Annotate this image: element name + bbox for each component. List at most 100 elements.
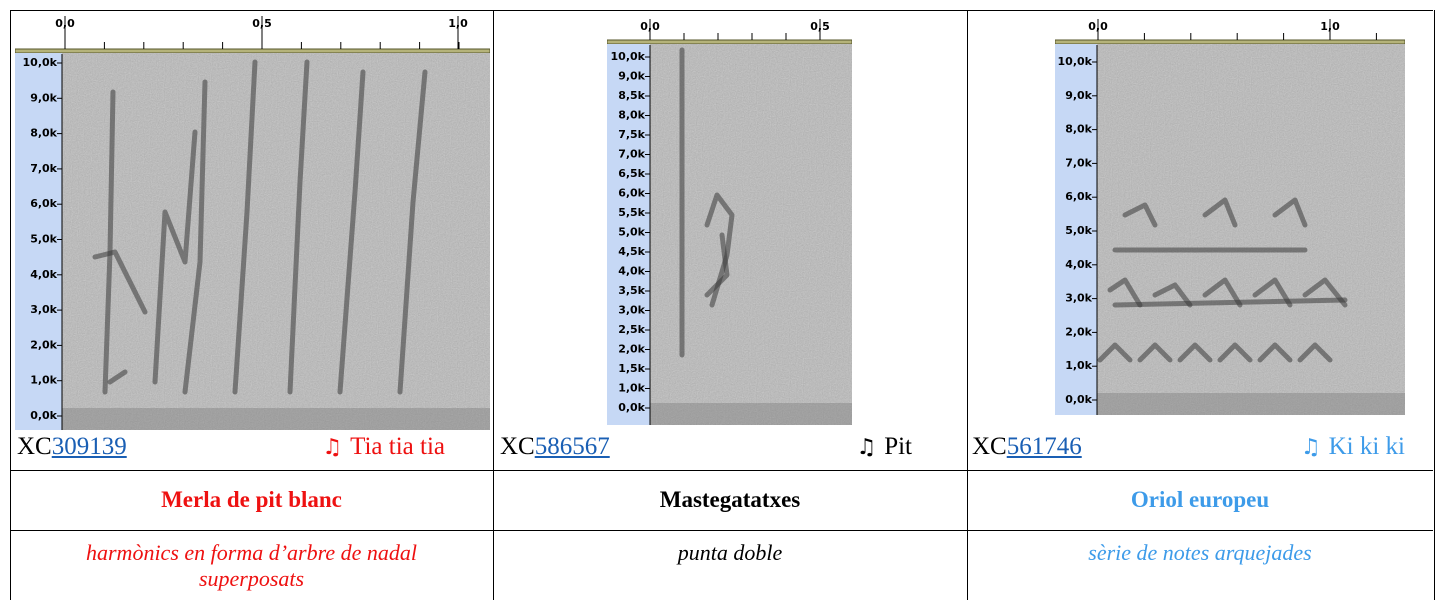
recording-id: XC309139 bbox=[17, 433, 127, 461]
freq-tick-label: 6,0k bbox=[618, 187, 645, 200]
freq-tick-label: 4,0k bbox=[618, 265, 645, 278]
sound-trace bbox=[1272, 197, 1308, 228]
freq-tick-label: 5,0k bbox=[1065, 224, 1092, 237]
freq-tick-label: 3,0k bbox=[618, 304, 645, 317]
sound-trace bbox=[1257, 342, 1293, 363]
name-cell bbox=[967, 470, 1433, 530]
freq-tick-label: 8,0k bbox=[1065, 123, 1092, 136]
ruler-line bbox=[607, 39, 852, 45]
song-text: Ki ki ki bbox=[1328, 433, 1405, 460]
freq-tick-label: 4,0k bbox=[1065, 258, 1092, 271]
freq-tick-label: 0,0k bbox=[30, 409, 57, 422]
song-label: ♫ Ki ki ki bbox=[1301, 433, 1405, 461]
time-tick-label: 1,0 bbox=[448, 17, 468, 30]
freq-tick-label: 6,5k bbox=[618, 167, 645, 180]
xc-prefix: XC bbox=[972, 433, 1007, 460]
sound-trace bbox=[1297, 342, 1333, 363]
freq-tick-label: 1,0k bbox=[30, 374, 57, 387]
freq-tick-label: 9,0k bbox=[618, 70, 645, 83]
recording-id: XC561746 bbox=[972, 433, 1082, 461]
xc-link[interactable]: 561746 bbox=[1006, 433, 1082, 460]
freq-axis bbox=[15, 53, 62, 430]
sound-trace bbox=[337, 69, 366, 395]
sound-trace bbox=[1202, 277, 1243, 308]
xc-link[interactable]: 586567 bbox=[534, 433, 610, 460]
note-icon: ♫ bbox=[856, 435, 877, 460]
freq-tick-label: 5,0k bbox=[618, 226, 645, 239]
sound-trace bbox=[1137, 342, 1173, 363]
freq-tick-label: 0,0k bbox=[1065, 393, 1092, 406]
recording-id: XC586567 bbox=[500, 433, 610, 461]
freq-tick-label: 6,0k bbox=[1065, 190, 1092, 203]
spectrogram: 0,0 0,5 1,0 10,0k 9,0k 8,0k 7,0k 6,0k 5,0k 4,0k 3,… bbox=[15, 12, 490, 430]
sound-trace bbox=[1177, 342, 1213, 363]
freq-tick-label: 7,5k bbox=[618, 128, 645, 141]
song-label: ♫ Pit bbox=[856, 433, 912, 461]
sound-trace bbox=[1112, 297, 1348, 308]
freq-tick-label: 3,5k bbox=[618, 284, 645, 297]
song-text: Pit bbox=[884, 433, 912, 460]
image-cell bbox=[10, 10, 493, 470]
sound-trace bbox=[152, 129, 198, 385]
time-tick-label: 0,5 bbox=[252, 17, 272, 30]
description: sèrie de notes arquejades bbox=[1088, 540, 1312, 565]
freq-tick-label: 8,5k bbox=[618, 89, 645, 102]
note-icon: ♫ bbox=[322, 435, 343, 460]
sound-trace bbox=[704, 232, 730, 298]
sound-trace bbox=[182, 79, 208, 395]
species-name: Mastegatatxes bbox=[659, 487, 801, 512]
spectrum-floor bbox=[62, 408, 490, 430]
sound-trace bbox=[1097, 342, 1133, 363]
sound-trace bbox=[1217, 342, 1253, 363]
sound-trace bbox=[287, 59, 310, 395]
sound-trace bbox=[1152, 282, 1193, 308]
sound-trace bbox=[397, 69, 428, 395]
sound-trace bbox=[1252, 277, 1293, 308]
freq-tick-label: 10,0k bbox=[1058, 55, 1093, 68]
image-cell bbox=[967, 10, 1433, 470]
time-tick-label: 0,0 bbox=[1088, 20, 1108, 33]
sound-trace bbox=[704, 192, 735, 308]
sound-trace bbox=[1122, 202, 1158, 228]
sound-trace bbox=[1202, 197, 1238, 228]
freq-tick-label: 9,0k bbox=[30, 91, 57, 104]
description-cell bbox=[493, 530, 967, 600]
freq-tick-label: 9,0k bbox=[1065, 89, 1092, 102]
species-name: Merla de pit blanc bbox=[161, 487, 342, 512]
song-label: ♫ Tia tia tia bbox=[322, 433, 445, 461]
sound-trace bbox=[92, 249, 148, 315]
sound-trace bbox=[107, 369, 128, 385]
description-cell bbox=[10, 530, 493, 600]
freq-tick-label: 5,5k bbox=[618, 206, 645, 219]
freq-axis bbox=[1055, 44, 1097, 415]
freq-tick-label: 2,0k bbox=[618, 343, 645, 356]
freq-tick-label: 7,0k bbox=[1065, 156, 1092, 169]
description: punta doble bbox=[677, 540, 783, 565]
description-cell bbox=[967, 530, 1433, 600]
name-cell bbox=[10, 470, 493, 530]
freq-tick-label: 3,0k bbox=[1065, 292, 1092, 305]
xc-link[interactable]: 309139 bbox=[51, 433, 127, 460]
freq-tick-label: 7,0k bbox=[30, 162, 57, 175]
xc-prefix: XC bbox=[500, 433, 535, 460]
freq-tick-label: 2,5k bbox=[618, 323, 645, 336]
freq-tick-label: 0,0k bbox=[618, 401, 645, 414]
song-text: Tia tia tia bbox=[350, 433, 445, 460]
freq-tick-label: 8,0k bbox=[30, 127, 57, 140]
description: harmònics en forma d’arbre de nadal supe… bbox=[86, 540, 417, 591]
freq-axis bbox=[607, 44, 650, 425]
freq-tick-label: 2,0k bbox=[1065, 325, 1092, 338]
table bbox=[10, 10, 1435, 600]
time-tick-label: 1,0 bbox=[1320, 20, 1340, 33]
species-name: Oriol europeu bbox=[1130, 487, 1270, 512]
ruler-line bbox=[1055, 39, 1405, 45]
spectrum-floor bbox=[650, 403, 852, 425]
time-tick-label: 0,0 bbox=[640, 20, 660, 33]
freq-tick-label: 5,0k bbox=[30, 233, 57, 246]
xc-prefix: XC bbox=[17, 433, 52, 460]
spectrogram: 0,0 1,0 10,0k 9,0k 8,0k 7,0k 6,0k 5,0k 4,0k 3,0k 2… bbox=[1055, 15, 1405, 415]
note-icon: ♫ bbox=[1300, 435, 1321, 460]
freq-tick-label: 3,0k bbox=[30, 303, 57, 316]
time-tick-label: 0,0 bbox=[55, 17, 75, 30]
